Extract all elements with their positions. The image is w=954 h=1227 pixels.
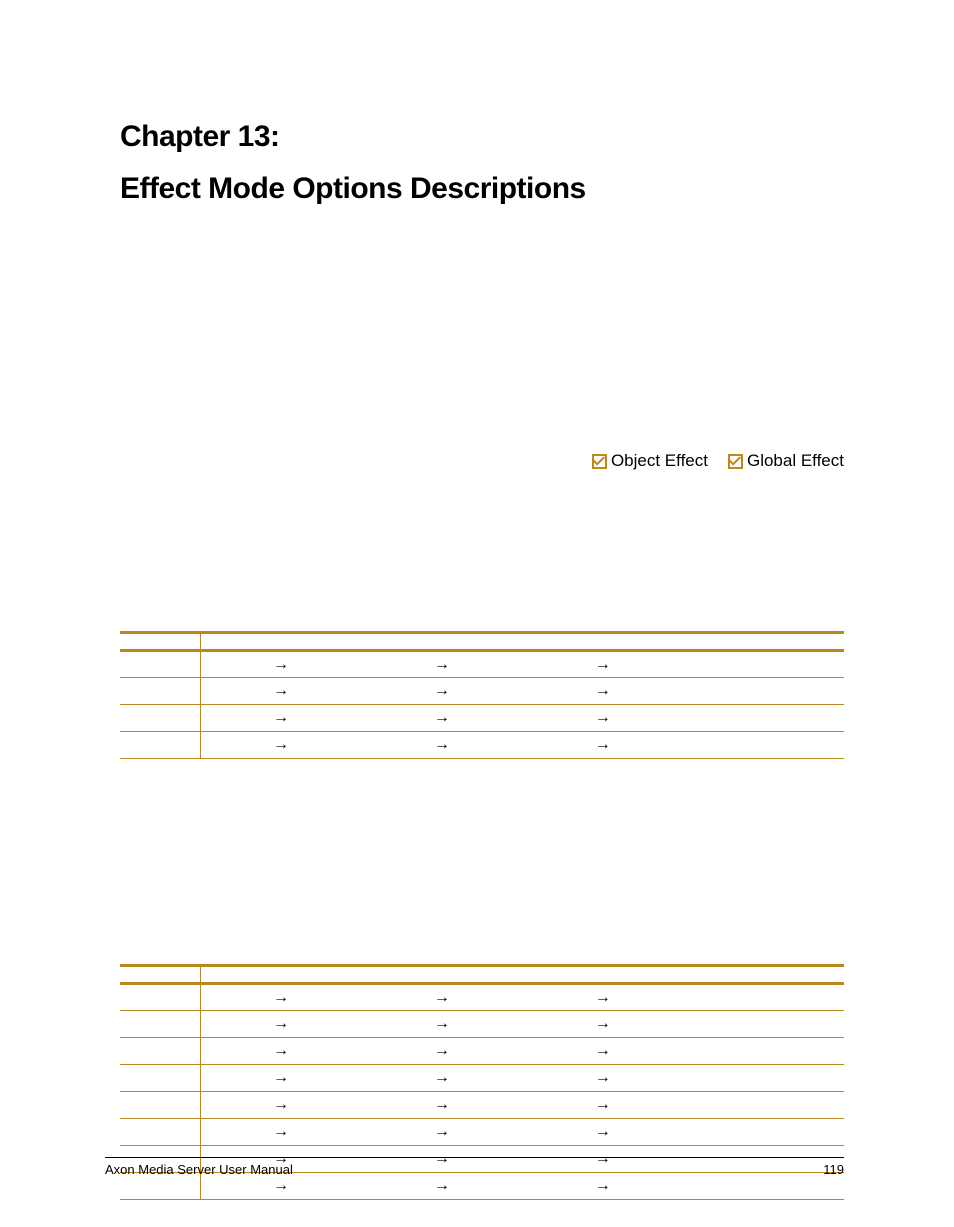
table-row: →→→ — [120, 1119, 844, 1146]
arrow-icon: → — [361, 1069, 522, 1087]
table-row: →→→ — [120, 705, 844, 732]
spacer — [683, 1042, 844, 1060]
table-cell: →→→ — [200, 1011, 844, 1038]
table-cell: →→→ — [200, 705, 844, 732]
table-cell: →→→ — [200, 678, 844, 705]
legend-global-effect: Global Effect — [728, 451, 844, 471]
table-header-cell — [200, 966, 844, 984]
arrow-icon: → — [522, 1177, 683, 1195]
spacer — [683, 1177, 844, 1195]
arrow-icon: → — [361, 709, 522, 727]
chapter-number: Chapter 13: — [120, 120, 844, 154]
table-header-cell — [120, 966, 200, 984]
table-row: →→→ — [120, 1092, 844, 1119]
table-cell — [120, 705, 200, 732]
table-cell — [120, 1092, 200, 1119]
arrow-icon: → — [201, 709, 362, 727]
table-cell — [120, 678, 200, 705]
table-cell: →→→ — [200, 651, 844, 678]
spacer — [683, 1096, 844, 1114]
table-cell — [120, 1065, 200, 1092]
spacer — [683, 736, 844, 754]
spacer — [683, 989, 844, 1007]
footer-manual-title: Axon Media Server User Manual — [105, 1162, 293, 1177]
arrow-icon: → — [201, 989, 362, 1007]
table-cell: →→→ — [200, 1038, 844, 1065]
spacer — [683, 709, 844, 727]
table-cell — [120, 984, 200, 1011]
table-row: →→→ — [120, 984, 844, 1011]
arrow-icon: → — [201, 1177, 362, 1195]
page-footer: Axon Media Server User Manual 119 — [105, 1157, 844, 1177]
table-cell — [120, 1038, 200, 1065]
arrow-icon: → — [361, 682, 522, 700]
spacer — [683, 1015, 844, 1033]
legend: Object Effect Global Effect — [120, 451, 844, 471]
arrow-icon: → — [522, 709, 683, 727]
checkbox-icon — [592, 454, 607, 469]
arrow-icon: → — [361, 656, 522, 674]
arrow-icon: → — [201, 736, 362, 754]
spacer — [683, 656, 844, 674]
table-row: →→→ — [120, 1038, 844, 1065]
table-cell: →→→ — [200, 1119, 844, 1146]
arrow-icon: → — [361, 1042, 522, 1060]
effect-table-1: →→→→→→→→→→→→ — [120, 631, 844, 759]
arrow-icon: → — [522, 1042, 683, 1060]
table-cell: →→→ — [200, 1092, 844, 1119]
table-row: →→→ — [120, 651, 844, 678]
table-header-row — [120, 633, 844, 651]
arrow-icon: → — [201, 1123, 362, 1141]
legend-object-effect: Object Effect — [592, 451, 708, 471]
arrow-icon: → — [522, 1069, 683, 1087]
footer-page-number: 119 — [823, 1162, 844, 1177]
arrow-icon: → — [522, 1123, 683, 1141]
table-header-cell — [200, 633, 844, 651]
arrow-icon: → — [201, 1069, 362, 1087]
arrow-icon: → — [522, 682, 683, 700]
table-cell — [120, 1119, 200, 1146]
arrow-icon: → — [522, 1015, 683, 1033]
arrow-icon: → — [361, 989, 522, 1007]
spacer — [683, 682, 844, 700]
arrow-icon: → — [522, 656, 683, 674]
arrow-icon: → — [201, 656, 362, 674]
arrow-icon: → — [201, 682, 362, 700]
checkbox-icon — [728, 454, 743, 469]
table-cell: →→→ — [200, 984, 844, 1011]
spacer — [683, 1123, 844, 1141]
table-cell: →→→ — [200, 732, 844, 759]
legend-label: Object Effect — [611, 451, 708, 471]
table-cell — [120, 651, 200, 678]
table-row: →→→ — [120, 732, 844, 759]
table-cell — [120, 1011, 200, 1038]
arrow-icon: → — [361, 1096, 522, 1114]
arrow-icon: → — [361, 1123, 522, 1141]
table-row: →→→ — [120, 1011, 844, 1038]
chapter-title: Effect Mode Options Descriptions — [120, 172, 844, 206]
arrow-icon: → — [201, 1015, 362, 1033]
legend-label: Global Effect — [747, 451, 844, 471]
arrow-icon: → — [361, 1177, 522, 1195]
arrow-icon: → — [522, 989, 683, 1007]
table-cell — [120, 732, 200, 759]
table-row: →→→ — [120, 678, 844, 705]
table-header-row — [120, 966, 844, 984]
arrow-icon: → — [522, 1096, 683, 1114]
table-header-cell — [120, 633, 200, 651]
arrow-icon: → — [522, 736, 683, 754]
table-cell: →→→ — [200, 1065, 844, 1092]
arrow-icon: → — [361, 736, 522, 754]
arrow-icon: → — [201, 1042, 362, 1060]
spacer — [683, 1069, 844, 1087]
arrow-icon: → — [201, 1096, 362, 1114]
arrow-icon: → — [361, 1015, 522, 1033]
table-row: →→→ — [120, 1065, 844, 1092]
